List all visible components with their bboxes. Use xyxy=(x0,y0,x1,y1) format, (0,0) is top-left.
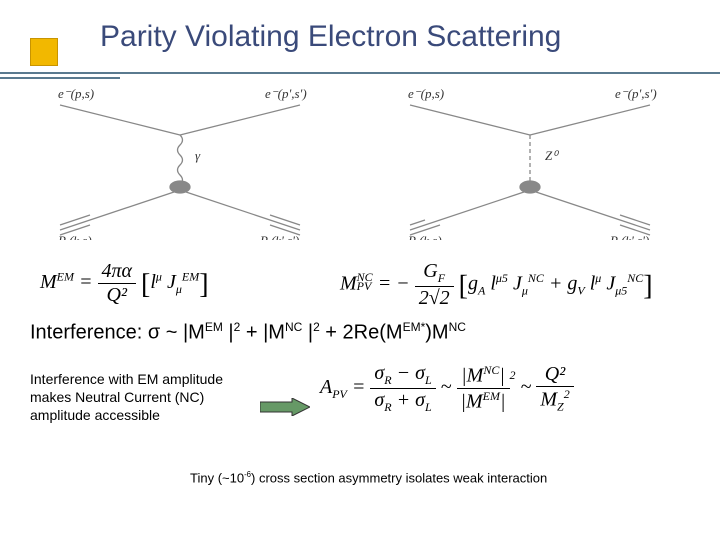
arrow-icon xyxy=(260,398,310,416)
equation-mem: MEM = 4παQ² [lμ JμEM] xyxy=(40,260,209,307)
label: P (k,s) xyxy=(57,233,92,240)
label: P (k',s') xyxy=(259,233,299,240)
label: e⁻(p',s') xyxy=(615,86,657,101)
label: P (k',s') xyxy=(609,233,649,240)
feynman-diagrams: e⁻(p,s) e⁻(p',s') γ P (k,s) P (k',s') e⁻… xyxy=(0,80,720,280)
label: P (k,s) xyxy=(407,233,442,240)
title-bar: Parity Violating Electron Scattering xyxy=(0,0,720,80)
footnote: Tiny (~10-6) cross section asymmetry iso… xyxy=(190,470,547,485)
interference-line: Interference: σ ~ |MEM |2 + |MNC |2 + 2R… xyxy=(30,320,466,345)
feynman-left: e⁻(p,s) e⁻(p',s') γ P (k,s) P (k',s') xyxy=(40,80,350,240)
label: e⁻(p',s') xyxy=(265,86,307,101)
title-rule-short xyxy=(0,77,120,79)
page-title: Parity Violating Electron Scattering xyxy=(100,20,561,54)
feynman-right: e⁻(p,s) e⁻(p',s') Z⁰ P (k,s) P (k',s') xyxy=(390,80,700,240)
label: e⁻(p,s) xyxy=(408,86,444,101)
title-rule xyxy=(0,72,720,74)
equation-apv: APV = σR − σL σR + σL ~ |MNC| |MEM| 2 ~ … xyxy=(320,362,720,422)
boson-label: γ xyxy=(195,148,201,163)
label: e⁻(p,s) xyxy=(58,86,94,101)
equation-mnc: MNCPV = − GF2√2 [gA lμ5 JμNC + gV lμ Jμ5… xyxy=(340,260,653,310)
accent-square xyxy=(30,38,58,66)
boson-label: Z⁰ xyxy=(545,148,559,163)
note-text: Interference with EM amplitude makes Neu… xyxy=(30,370,260,425)
